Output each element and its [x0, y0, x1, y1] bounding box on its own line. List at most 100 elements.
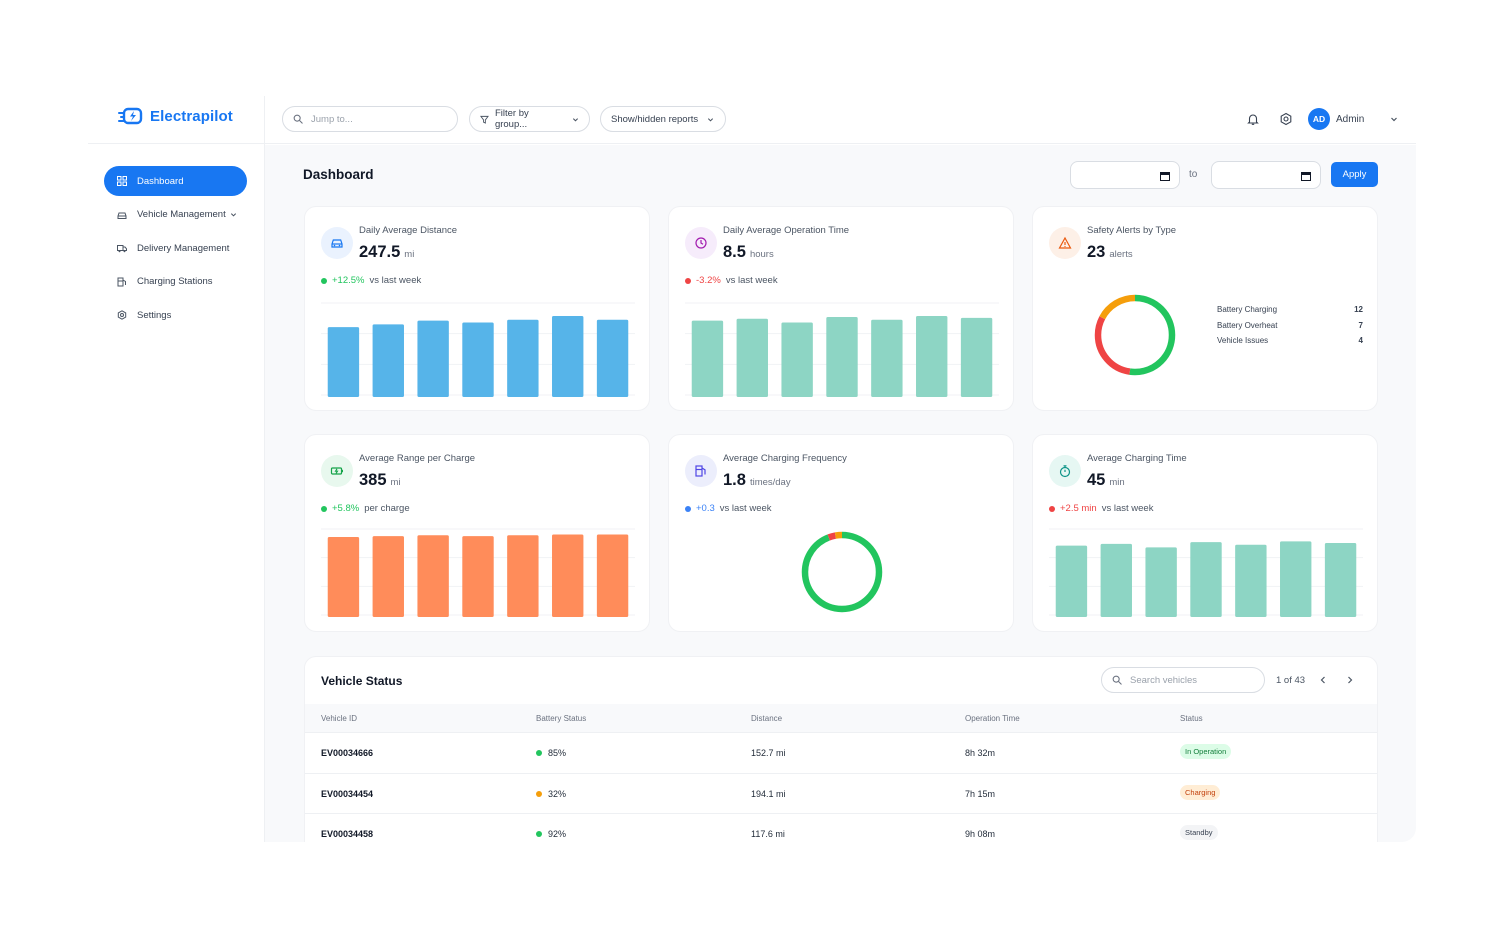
card-delta: -3.2% vs last week [685, 275, 778, 286]
electrapilot-logo-icon [118, 107, 143, 125]
vehicle-id: EV00034454 [321, 789, 374, 799]
calendar-icon [1301, 172, 1311, 181]
vehicle-id: EV00034458 [321, 829, 374, 839]
sidebar-item-delivery-management[interactable]: Delivery Management [104, 233, 247, 263]
safety-alerts-donut-chart [1094, 294, 1176, 376]
card-icon-wrap [685, 455, 717, 487]
filter-group-dropdown[interactable]: Filter by group... [469, 106, 590, 132]
delta-dot [321, 505, 327, 512]
sidebar-item-label: Dashboard [137, 175, 184, 187]
filter-icon [480, 115, 489, 124]
chevron-left-icon[interactable] [1316, 673, 1330, 687]
bell-icon[interactable] [1246, 112, 1260, 126]
sidebar-item-settings[interactable]: Settings [104, 300, 247, 330]
bar [596, 534, 629, 617]
distance-bar-chart [321, 302, 635, 397]
card-value: 385 mi [359, 471, 401, 489]
safety-alerts-legend: Battery Charging 12 Battery Overheat 7 Veh… [1217, 305, 1363, 352]
bar [1145, 547, 1177, 617]
bar [826, 316, 858, 397]
charging-time-bar-chart [1049, 528, 1363, 617]
card-delta: +5.8% per charge [321, 503, 410, 514]
chevron-right-icon[interactable] [1343, 673, 1357, 687]
main-content: Dashboard to Apply Daily Average Distanc… [265, 145, 1416, 842]
page-title: Dashboard [303, 167, 374, 182]
vehicle-status-table: Vehicle Status 1 of 43 Vehicle ID Batter… [304, 656, 1378, 842]
date-range-to-label: to [1189, 169, 1198, 180]
bar [691, 320, 724, 397]
card-icon-wrap [685, 227, 717, 259]
gear-icon[interactable] [1279, 112, 1293, 126]
grid-icon [117, 176, 127, 186]
delta-value: -3.2% [696, 275, 721, 286]
battery-charging-icon [330, 467, 343, 475]
table-row[interactable]: EV00034458 92% 117.6 mi 9h 08m Standby [305, 813, 1377, 842]
card-unit: times/day [749, 477, 791, 488]
card-unit: mi [404, 249, 415, 260]
column-header[interactable]: Vehicle ID [321, 714, 358, 723]
end-date-input[interactable] [1211, 161, 1321, 189]
bar [1055, 545, 1088, 617]
reports-label: Show/hidden reports [611, 113, 699, 125]
bar [462, 322, 494, 397]
sidebar-item-vehicle-management[interactable]: Vehicle Management [104, 200, 247, 230]
delta-value: +5.8% [332, 503, 360, 514]
card-icon-wrap [1049, 227, 1081, 259]
donut-slice [1094, 294, 1176, 376]
column-header[interactable]: Status [1180, 714, 1203, 723]
range-bar-chart [321, 528, 635, 617]
app-window: Electrapilot Filter by group... Show/hid… [88, 96, 1416, 842]
reports-dropdown[interactable]: Show/hidden reports [600, 106, 726, 132]
delta-text: vs last week [1101, 503, 1154, 514]
battery-status: 92% [536, 829, 566, 839]
sidebar-divider [264, 96, 265, 842]
operation-time-bar-chart [685, 302, 999, 397]
sidebar-item-charging-stations[interactable]: Charging Stations [104, 267, 247, 297]
battery-status: 85% [536, 748, 566, 758]
bar [1280, 541, 1312, 617]
top-bar: Electrapilot Filter by group... Show/hid… [88, 96, 1416, 144]
table-row[interactable]: EV00034666 85% 152.7 mi 8h 32m In Operat… [305, 732, 1377, 772]
card-title: Average Range per Charge [359, 453, 476, 464]
table-header: Vehicle ID Battery Status Distance Opera… [305, 704, 1377, 732]
chevron-down-icon[interactable] [1390, 115, 1398, 123]
column-header[interactable]: Battery Status [536, 714, 587, 723]
card-title: Average Charging Time [1087, 453, 1187, 464]
jump-search-input[interactable] [311, 113, 441, 125]
brand[interactable]: Electrapilot [118, 106, 233, 126]
apply-button[interactable]: Apply [1331, 162, 1378, 187]
sidebar-item-dashboard[interactable]: Dashboard [104, 166, 247, 196]
avatar[interactable]: AD [1308, 108, 1330, 130]
bar [596, 319, 629, 397]
vehicle-search-input[interactable] [1130, 674, 1250, 686]
sidebar-item-label: Charging Stations [137, 276, 213, 287]
metric-card-charging-frequency: Average Charging Frequency 1.8 times/day … [668, 434, 1014, 632]
bar [1235, 544, 1267, 617]
card-delta: +12.5% vs last week [321, 275, 421, 286]
jump-search[interactable] [282, 106, 458, 132]
distance: 194.1 mi [751, 789, 786, 799]
clock-icon [695, 237, 707, 249]
user-name[interactable]: Admin [1336, 114, 1365, 125]
legend-count: 4 [1358, 336, 1363, 345]
bar [327, 537, 360, 617]
battery-status: 32% [536, 789, 566, 799]
table-row[interactable]: EV00034454 32% 194.1 mi 7h 15m Charging [305, 773, 1377, 813]
operation-time: 8h 32m [965, 748, 996, 758]
legend-label: Battery Charging [1217, 305, 1278, 314]
bar [417, 535, 449, 617]
column-header[interactable]: Operation Time [965, 714, 1020, 723]
brand-name: Electrapilot [150, 107, 233, 125]
card-title: Daily Average Distance [359, 225, 458, 236]
column-header[interactable]: Distance [751, 714, 783, 723]
bar [507, 319, 539, 397]
card-title: Daily Average Operation Time [723, 225, 850, 236]
legend-item: Vehicle Issues 4 [1217, 336, 1363, 345]
metric-card-charging-time: Average Charging Time 45 min +2.5 min vs … [1032, 434, 1378, 632]
legend-count: 7 [1358, 320, 1363, 330]
metric-card-range-per-charge: Average Range per Charge 385 mi +5.8% per… [304, 434, 650, 632]
start-date-input[interactable] [1070, 161, 1180, 189]
sidebar-item-label: Vehicle Management [137, 209, 226, 220]
vehicle-search[interactable] [1101, 667, 1265, 693]
status-badge: Charging [1180, 785, 1221, 800]
